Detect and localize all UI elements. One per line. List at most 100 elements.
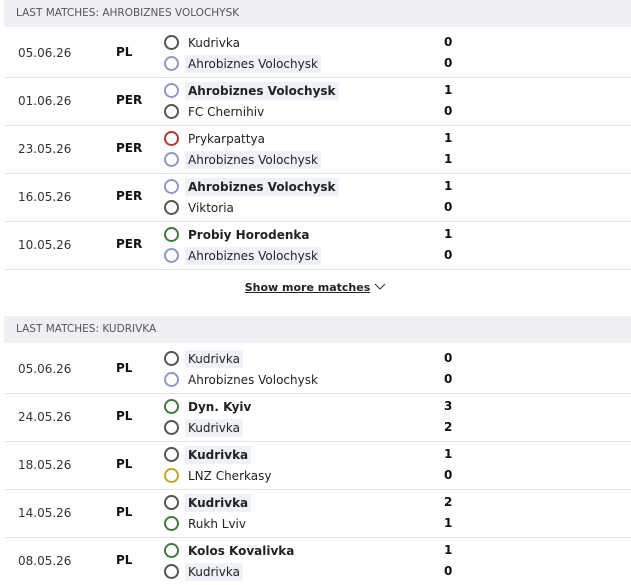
- score: 0: [444, 248, 453, 262]
- score: 1: [444, 179, 453, 193]
- country-flag: [90, 458, 108, 470]
- team-name: Kudrivka: [185, 494, 252, 512]
- score: 0: [444, 104, 453, 118]
- team-name: Kudrivka: [188, 36, 240, 50]
- team-name: Kudrivka: [185, 350, 243, 368]
- team-name: Ahrobiznes Volochysk: [185, 178, 339, 196]
- team-logo: [164, 516, 179, 531]
- match-row[interactable]: 14.05.26 PL Kudrivka 2 Rukh Lviv 1: [4, 490, 631, 538]
- match-date: 01.06.26: [18, 94, 72, 108]
- score: 0: [444, 564, 453, 578]
- score: 2: [444, 495, 453, 509]
- country-flag: [90, 506, 108, 518]
- team-name: Prykarpattya: [188, 132, 265, 146]
- match-row[interactable]: 05.06.26 PL Kudrivka 0 Ahrobiznes Volochysk 0: [4, 346, 631, 394]
- match-row[interactable]: 05.06.26 PL Kudrivka 0 Ahrobiznes Volochysk 0: [4, 30, 631, 78]
- team-name: Rukh Lviv: [188, 517, 246, 531]
- score: 1: [444, 516, 453, 530]
- team-logo: [164, 227, 179, 242]
- score: 1: [444, 543, 453, 557]
- team-name: Ahrobiznes Volochysk: [185, 55, 321, 73]
- match-row[interactable]: 23.05.26 PER Prykarpattya 1 Ahrobiznes Voloc…: [4, 126, 631, 174]
- team-name: LNZ Cherkasy: [188, 469, 272, 483]
- team-logo: [164, 200, 179, 215]
- country-flag: [90, 190, 108, 202]
- match-row[interactable]: 08.05.26 PL Kolos Kovalivka 1 Kudrivka 0: [4, 538, 631, 585]
- country-flag: [90, 142, 108, 154]
- country-flag: [90, 238, 108, 250]
- country-flag: [90, 362, 108, 374]
- section-header: LAST MATCHES: KUDRIVKA: [4, 316, 631, 343]
- competition: PER: [116, 141, 143, 155]
- team-logo: [164, 420, 179, 435]
- score: 1: [444, 152, 453, 166]
- team-logo: [164, 56, 179, 71]
- chevron-down[interactable]: [374, 283, 386, 291]
- score: 1: [444, 447, 453, 461]
- match-date: 16.05.26: [18, 190, 72, 204]
- team-logo: [164, 399, 179, 414]
- score: 0: [444, 372, 453, 386]
- country-flag: [90, 554, 108, 566]
- competition: PL: [116, 409, 133, 423]
- team-logo: [164, 152, 179, 167]
- show-more-link[interactable]: Show more matches: [244, 281, 371, 294]
- match-date: 08.05.26: [18, 554, 72, 568]
- score: 0: [444, 56, 453, 70]
- section-header: LAST MATCHES: AHROBIZNES VOLOCHYSK: [4, 0, 631, 27]
- country-flag: [90, 46, 108, 58]
- country-flag: [90, 410, 108, 422]
- competition: PER: [116, 93, 143, 107]
- match-date: 10.05.26: [18, 238, 72, 252]
- match-row[interactable]: 10.05.26 PER Probiy Horodenka 1 Ahrobiznes V…: [4, 222, 631, 270]
- team-logo: [164, 83, 179, 98]
- team-name: Probiy Horodenka: [188, 228, 310, 242]
- match-row[interactable]: 01.06.26 PER Ahrobiznes Volochysk 1 FC Chern…: [4, 78, 631, 126]
- score: 1: [444, 227, 453, 241]
- team-name: Dyn. Kyiv: [188, 400, 252, 414]
- team-logo: [164, 351, 179, 366]
- score: 0: [444, 35, 453, 49]
- team-logo: [164, 104, 179, 119]
- match-row[interactable]: 18.05.26 PL Kudrivka 1 LNZ Cherkasy 0: [4, 442, 631, 490]
- competition: PER: [116, 237, 143, 251]
- country-flag: [90, 94, 108, 106]
- score: 1: [444, 131, 453, 145]
- team-logo: [164, 543, 179, 558]
- match-row[interactable]: 24.05.26 PL Dyn. Kyiv 3 Kudrivka 2: [4, 394, 631, 442]
- team-logo: [164, 372, 179, 387]
- score: 3: [444, 399, 453, 413]
- team-name: Ahrobiznes Volochysk: [185, 151, 321, 169]
- score: 0: [444, 351, 453, 365]
- team-name: Ahrobiznes Volochysk: [185, 247, 321, 265]
- team-name: FC Chernihiv: [188, 105, 265, 119]
- score: 2: [444, 420, 453, 434]
- score: 0: [444, 468, 453, 482]
- score: 1: [444, 83, 453, 97]
- team-logo: [164, 495, 179, 510]
- team-logo: [164, 131, 179, 146]
- competition: PL: [116, 457, 133, 471]
- team-logo: [164, 447, 179, 462]
- match-row[interactable]: 16.05.26 PER Ahrobiznes Volochysk 1 Viktoria…: [4, 174, 631, 222]
- competition: PL: [116, 553, 133, 567]
- team-logo: [164, 564, 179, 579]
- team-logo: [164, 468, 179, 483]
- match-date: 14.05.26: [18, 506, 72, 520]
- match-date: 05.06.26: [18, 362, 72, 376]
- team-name: Kudrivka: [185, 563, 243, 581]
- match-date: 24.05.26: [18, 410, 72, 424]
- match-date: 05.06.26: [18, 46, 72, 60]
- chevron-line: [374, 283, 386, 290]
- team-name: Kolos Kovalivka: [188, 544, 295, 558]
- team-name: Kudrivka: [185, 419, 243, 437]
- competition: PL: [116, 361, 133, 375]
- competition: PL: [116, 505, 133, 519]
- team-name: Ahrobiznes Volochysk: [188, 373, 318, 387]
- score: 0: [444, 200, 453, 214]
- match-date: 23.05.26: [18, 142, 72, 156]
- match-date: 18.05.26: [18, 458, 72, 472]
- competition: PER: [116, 189, 143, 203]
- team-logo: [164, 248, 179, 263]
